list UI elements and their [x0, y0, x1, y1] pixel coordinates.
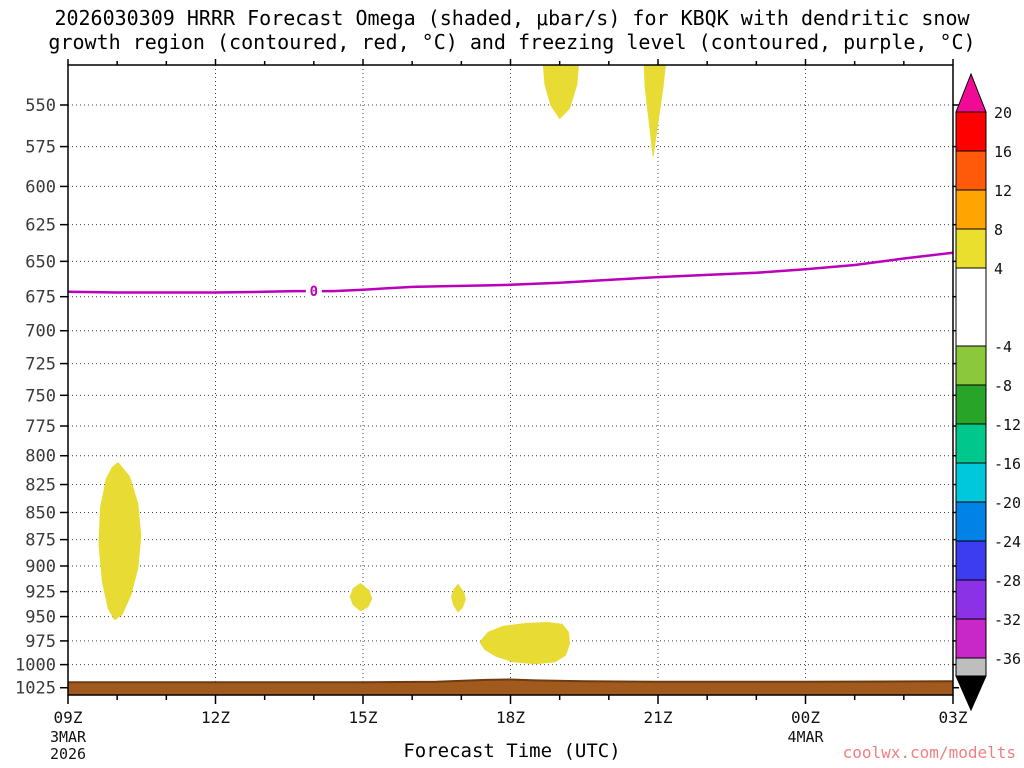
svg-text:925: 925 — [25, 583, 56, 603]
svg-text:625: 625 — [25, 216, 56, 236]
colorbar-segment — [955, 111, 987, 152]
colorbar-segment — [955, 384, 987, 425]
svg-text:8: 8 — [994, 221, 1003, 239]
omega-shaded-region — [542, 64, 579, 120]
svg-text:09Z: 09Z — [54, 708, 83, 727]
svg-text:675: 675 — [25, 288, 56, 308]
svg-text:775: 775 — [25, 417, 56, 437]
svg-text:750: 750 — [25, 386, 56, 406]
x-axis-title: Forecast Time (UTC) — [403, 740, 621, 762]
svg-text:-4: -4 — [994, 338, 1012, 356]
svg-text:21Z: 21Z — [644, 708, 673, 727]
svg-text:975: 975 — [25, 632, 56, 652]
colorbar-gray-segment — [955, 657, 987, 677]
colorbar-segment — [955, 540, 987, 581]
svg-text:900: 900 — [25, 557, 56, 577]
svg-text:875: 875 — [25, 531, 56, 551]
colorbar-segment — [955, 501, 987, 542]
svg-text:950: 950 — [25, 608, 56, 628]
omega-shaded-region — [450, 583, 466, 613]
svg-text:825: 825 — [25, 476, 56, 496]
colorbar-segment — [955, 228, 987, 269]
svg-text:600: 600 — [25, 177, 56, 197]
svg-text:700: 700 — [25, 322, 56, 342]
svg-text:-24: -24 — [994, 533, 1021, 551]
colorbar-segment — [955, 267, 987, 347]
svg-text:16: 16 — [994, 143, 1012, 161]
svg-text:18Z: 18Z — [496, 708, 525, 727]
svg-text:1025: 1025 — [15, 679, 56, 699]
svg-text:3MAR: 3MAR — [50, 728, 87, 746]
colorbar-bottom-cap — [955, 675, 987, 712]
omega-shaded-region — [98, 461, 142, 621]
colorbar-segment — [955, 189, 987, 230]
svg-text:-20: -20 — [994, 494, 1021, 512]
svg-text:15Z: 15Z — [349, 708, 378, 727]
svg-text:-32: -32 — [994, 611, 1021, 629]
svg-text:575: 575 — [25, 138, 56, 158]
svg-text:-28: -28 — [994, 572, 1021, 590]
svg-text:-16: -16 — [994, 455, 1021, 473]
svg-text:00Z: 00Z — [791, 708, 820, 727]
freezing-level-contour — [67, 251, 954, 294]
colorbar-segment — [955, 423, 987, 464]
svg-text:550: 550 — [25, 96, 56, 116]
svg-text:850: 850 — [25, 503, 56, 523]
svg-text:-36: -36 — [994, 650, 1021, 668]
svg-text:725: 725 — [25, 355, 56, 375]
svg-text:650: 650 — [25, 252, 56, 272]
svg-text:12Z: 12Z — [201, 708, 230, 727]
omega-shaded-region — [643, 64, 666, 157]
colorbar-top-cap — [955, 72, 987, 113]
svg-text:03Z: 03Z — [939, 708, 968, 727]
omega-shaded-region — [349, 582, 373, 612]
svg-text:20: 20 — [994, 104, 1012, 122]
colorbar-segment — [955, 150, 987, 191]
svg-text:0: 0 — [310, 284, 318, 300]
colorbar-segment — [955, 579, 987, 620]
svg-text:4: 4 — [994, 260, 1003, 278]
colorbar-segment — [955, 462, 987, 503]
terrain — [68, 679, 953, 695]
colorbar-segment — [955, 345, 987, 386]
svg-text:-12: -12 — [994, 416, 1021, 434]
watermark-link[interactable]: coolwx.com/modelts — [842, 743, 1016, 762]
svg-text:2026: 2026 — [50, 745, 86, 763]
svg-text:1000: 1000 — [15, 656, 56, 676]
svg-text:-8: -8 — [994, 377, 1012, 395]
svg-text:4MAR: 4MAR — [787, 728, 824, 746]
omega-shaded-region — [479, 621, 571, 665]
colorbar-segment — [955, 618, 987, 659]
svg-text:12: 12 — [994, 182, 1012, 200]
svg-text:800: 800 — [25, 447, 56, 467]
chart-title-line2: growth region (contoured, red, °C) and f… — [48, 30, 976, 54]
chart-title-line1: 2026030309 HRRR Forecast Omega (shaded, … — [54, 6, 970, 30]
chart-title: 2026030309 HRRR Forecast Omega (shaded, … — [0, 6, 1024, 54]
